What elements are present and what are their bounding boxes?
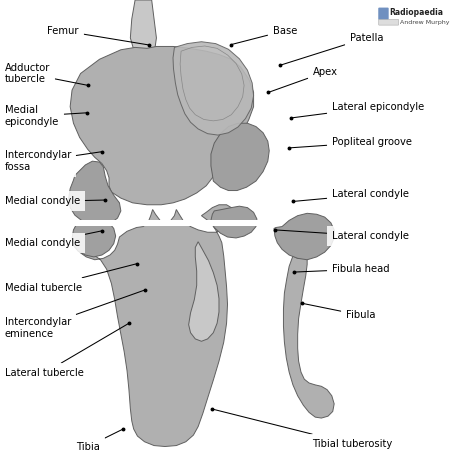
Polygon shape [130,0,156,55]
Polygon shape [189,242,219,341]
Text: Base: Base [231,26,297,45]
Text: Radiopaedia: Radiopaedia [390,8,444,17]
Text: Intercondylar
eminence: Intercondylar eminence [5,290,145,339]
Text: Femur: Femur [47,26,149,45]
FancyBboxPatch shape [379,19,399,25]
Polygon shape [70,46,254,205]
Text: Fibula head: Fibula head [294,264,390,274]
Text: Adductor
tubercle: Adductor tubercle [5,63,88,85]
Polygon shape [283,256,334,418]
Text: Popliteal groove: Popliteal groove [289,137,412,148]
Text: Apex: Apex [268,67,338,92]
Text: Tibial tuberosity: Tibial tuberosity [212,409,392,449]
Text: Lateral epicondyle: Lateral epicondyle [291,101,424,118]
Polygon shape [211,206,257,238]
Polygon shape [69,161,121,225]
Polygon shape [73,205,233,447]
Text: Medial condyle: Medial condyle [5,231,102,248]
Text: Patella: Patella [280,33,383,65]
Text: Medial condyle: Medial condyle [5,196,105,207]
Polygon shape [211,123,269,191]
Text: Lateral tubercle: Lateral tubercle [5,323,129,378]
Text: Medial
epicondyle: Medial epicondyle [5,105,87,127]
Polygon shape [72,218,116,257]
Text: Lateral condyle: Lateral condyle [275,230,409,241]
Text: Fibula: Fibula [302,303,375,320]
Polygon shape [274,213,334,260]
Text: Medial tubercle: Medial tubercle [5,264,137,293]
FancyBboxPatch shape [378,8,389,20]
Text: Andrew Murphy: Andrew Murphy [400,20,449,25]
Polygon shape [173,42,254,135]
Text: Tibia: Tibia [76,429,123,452]
Text: Lateral condyle: Lateral condyle [293,189,409,201]
Bar [70,220,264,226]
Text: Intercondylar
fossa: Intercondylar fossa [5,150,102,172]
